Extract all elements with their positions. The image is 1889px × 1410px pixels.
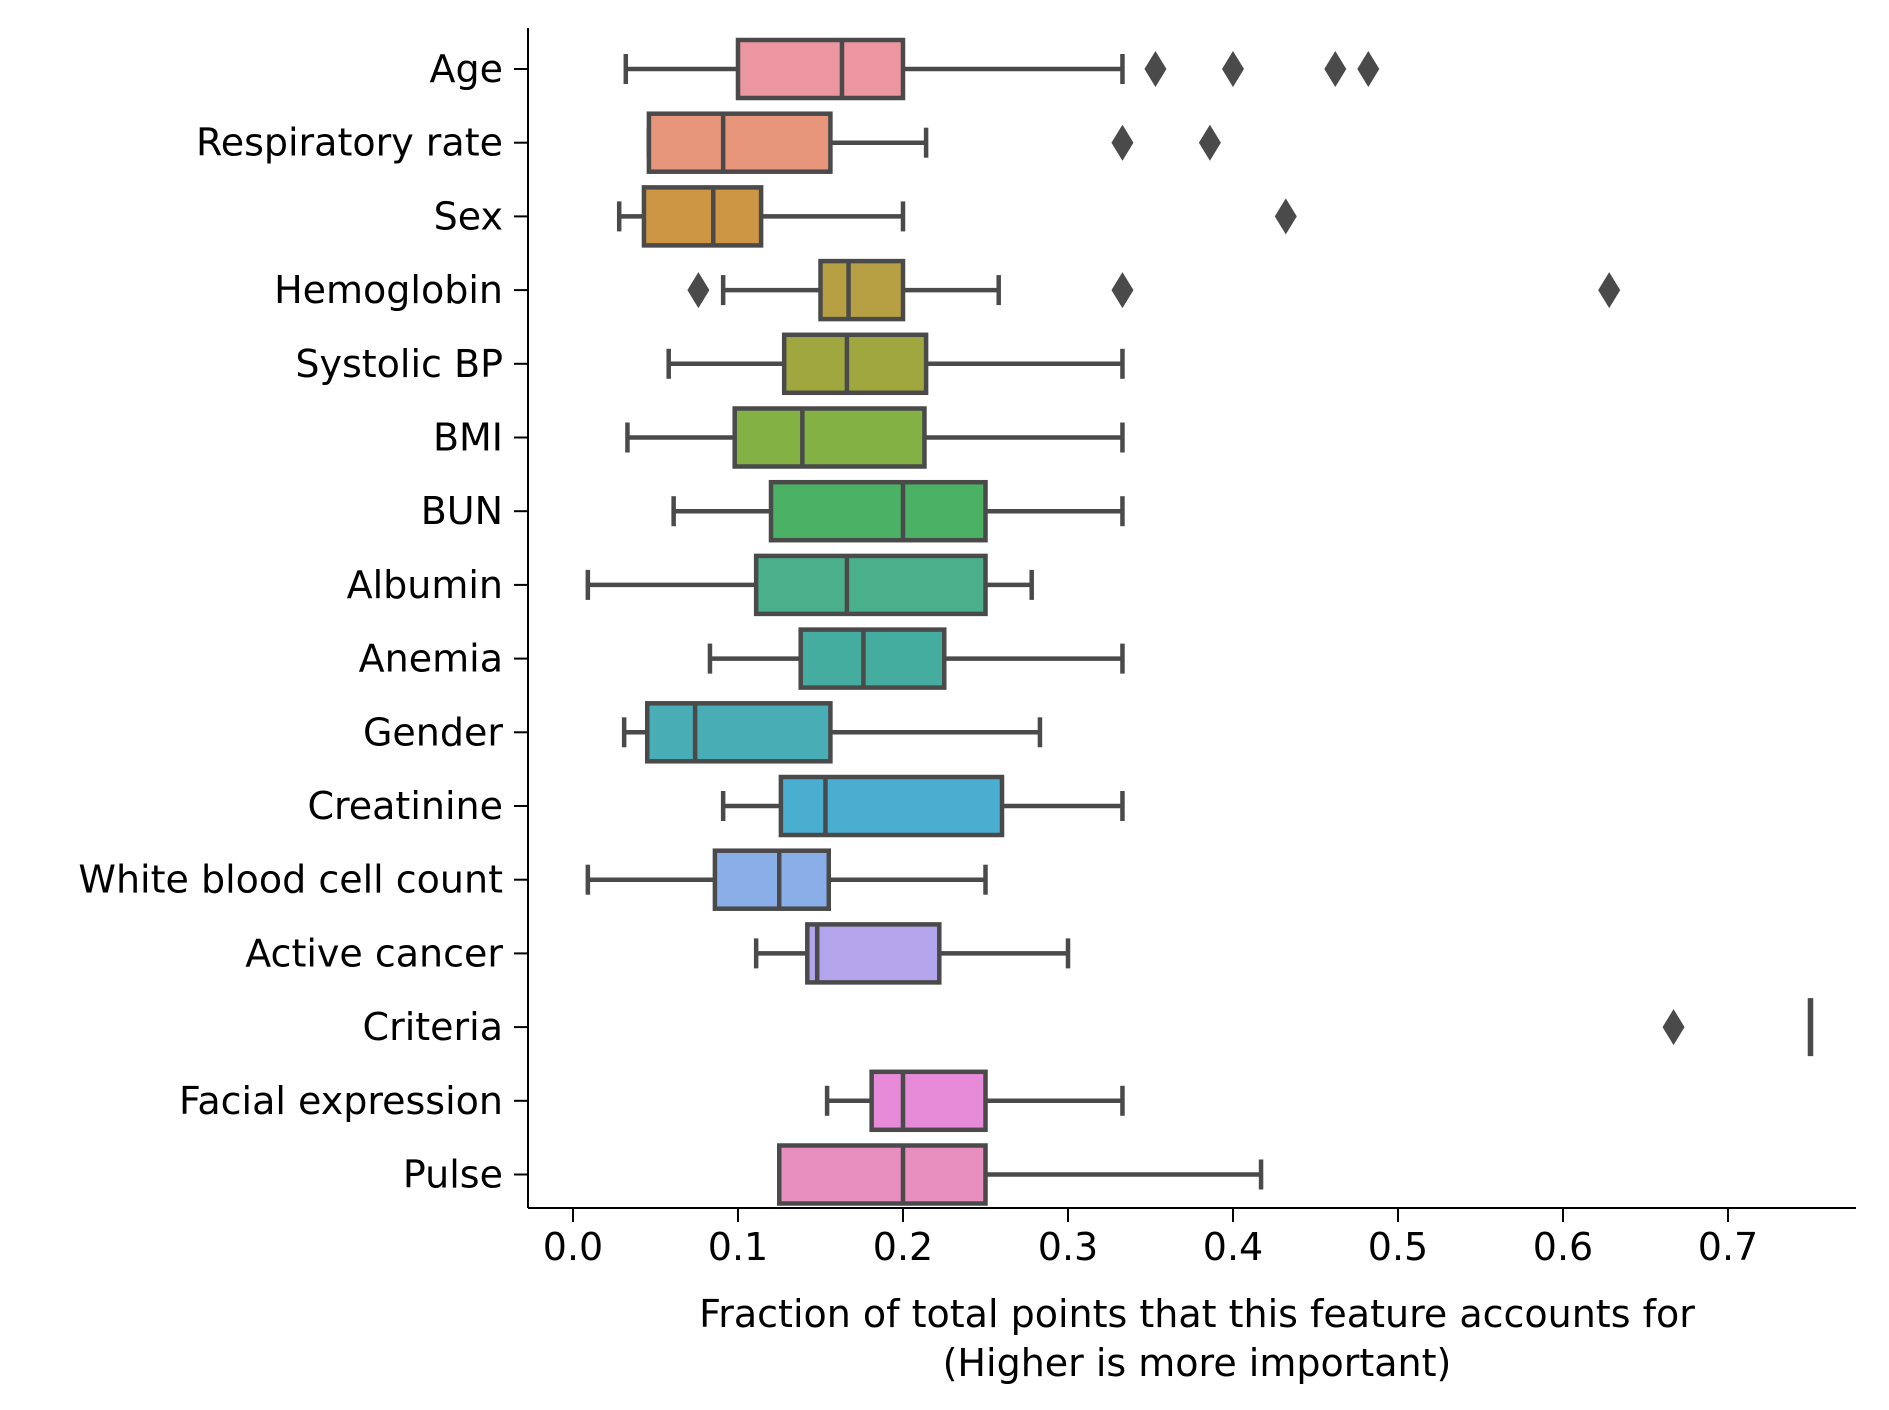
- outlier-point: [1598, 272, 1621, 309]
- box-iqr: [645, 701, 833, 764]
- x-axis-label-line1: Fraction of total points that this featu…: [699, 1292, 1695, 1336]
- box-criteria: [1662, 998, 1814, 1057]
- y-tick-label-albumin: Albumin: [347, 563, 503, 607]
- y-tick-label-age: Age: [430, 47, 504, 91]
- box-iqr: [777, 1143, 988, 1206]
- box-iqr: [805, 922, 942, 985]
- x-tick-label: 0.0: [543, 1225, 603, 1269]
- plot-area: [585, 37, 1814, 1206]
- outlier-point: [1111, 124, 1134, 161]
- outlier-point: [1662, 1009, 1685, 1046]
- outlier-point: [1274, 198, 1297, 235]
- box-gender: [621, 701, 1043, 764]
- y-tick-label-facial-expression: Facial expression: [179, 1079, 503, 1123]
- y-tick-label-criteria: Criteria: [363, 1005, 503, 1049]
- box-iqr: [646, 111, 833, 174]
- box-bun: [671, 479, 1125, 543]
- box-iqr: [712, 848, 832, 911]
- x-tick-label: 0.7: [1698, 1225, 1758, 1269]
- box-sex: [616, 185, 1297, 248]
- outlier-point: [687, 272, 710, 309]
- box-bmi: [625, 406, 1125, 469]
- y-tick-label-hemoglobin: Hemoglobin: [274, 268, 503, 312]
- x-tick-label: 0.5: [1368, 1225, 1428, 1269]
- y-tick-label-creatinine: Creatinine: [307, 784, 503, 828]
- outlier-point: [1111, 272, 1134, 309]
- box-iqr: [735, 37, 906, 101]
- y-tick-label-sex: Sex: [434, 194, 503, 238]
- box-pulse: [777, 1143, 1264, 1206]
- box-iqr: [869, 1069, 988, 1133]
- box-systolic-bp: [666, 332, 1125, 396]
- outlier-point: [1357, 51, 1380, 87]
- outlier-point: [1144, 51, 1167, 87]
- box-iqr: [768, 479, 988, 543]
- box-iqr: [732, 406, 927, 469]
- outlier-point: [1198, 124, 1221, 161]
- box-iqr: [778, 774, 1005, 838]
- x-tick-label: 0.2: [873, 1225, 933, 1269]
- box-facial-expression: [824, 1069, 1125, 1133]
- y-tick-label-systolic-bp: Systolic BP: [295, 342, 503, 386]
- box-iqr: [781, 332, 929, 396]
- x-axis: 0.0 0.1 0.2 0.3 0.4 0.5 0.6 0.7: [528, 1207, 1856, 1269]
- box-albumin: [585, 553, 1034, 617]
- box-age: [623, 37, 1380, 101]
- x-tick-label: 0.4: [1203, 1225, 1263, 1269]
- outlier-point: [1222, 51, 1244, 87]
- box-white-blood-cell-count: [585, 848, 988, 911]
- box-iqr: [641, 185, 764, 248]
- y-axis: Age Respiratory rate Sex Hemoglobin Systolic…: [78, 28, 529, 1208]
- y-tick-label-pulse: Pulse: [403, 1153, 503, 1197]
- x-tick-label: 0.3: [1038, 1225, 1098, 1269]
- outlier-point: [1324, 51, 1347, 87]
- x-tick-label: 0.6: [1533, 1225, 1593, 1269]
- y-tick-label-bun: BUN: [421, 489, 503, 533]
- y-tick-label-white-blood-cell-count: White blood cell count: [78, 858, 503, 902]
- box-active-cancer: [753, 922, 1071, 985]
- box-creatinine: [720, 774, 1125, 838]
- y-tick-label-respiratory-rate: Respiratory rate: [196, 121, 503, 165]
- box-iqr: [798, 627, 947, 690]
- box-iqr: [753, 553, 988, 617]
- y-tick-label-gender: Gender: [363, 710, 503, 754]
- box-hemoglobin: [687, 258, 1621, 322]
- x-tick-label: 0.1: [708, 1225, 768, 1269]
- box-anemia: [707, 627, 1125, 690]
- box-respiratory-rate: [646, 111, 1221, 174]
- y-tick-label-active-cancer: Active cancer: [245, 931, 503, 975]
- y-tick-label-anemia: Anemia: [359, 637, 503, 681]
- box-iqr: [818, 258, 906, 322]
- x-axis-label-line2: (Higher is more important): [943, 1341, 1452, 1385]
- y-tick-label-bmi: BMI: [433, 416, 503, 460]
